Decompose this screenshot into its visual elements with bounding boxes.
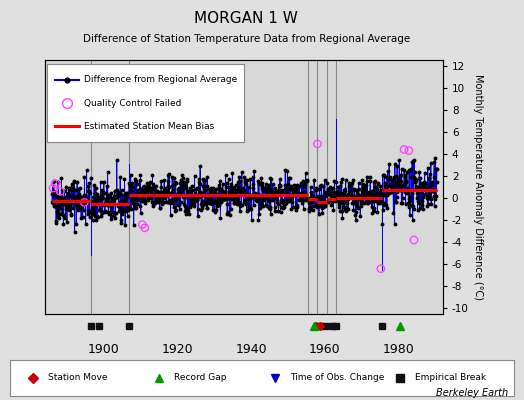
Text: 1920: 1920 <box>161 343 193 356</box>
Point <box>138 221 146 228</box>
Text: Berkeley Earth: Berkeley Earth <box>436 388 508 398</box>
Text: 1960: 1960 <box>309 343 341 356</box>
Point <box>400 146 408 153</box>
Point <box>410 237 418 243</box>
Text: Empirical Break: Empirical Break <box>416 374 487 382</box>
Text: Time of Obs. Change: Time of Obs. Change <box>290 374 384 382</box>
Text: Station Move: Station Move <box>48 374 108 382</box>
Point <box>377 266 385 272</box>
Point <box>51 180 60 187</box>
Text: 1940: 1940 <box>235 343 267 356</box>
Point <box>80 199 89 206</box>
Point <box>140 225 149 231</box>
Text: Quality Control Failed: Quality Control Failed <box>84 98 182 108</box>
Text: 1900: 1900 <box>88 343 119 356</box>
Text: Difference of Station Temperature Data from Regional Average: Difference of Station Temperature Data f… <box>83 34 410 44</box>
Text: Record Gap: Record Gap <box>174 374 226 382</box>
Text: MORGAN 1 W: MORGAN 1 W <box>194 11 298 26</box>
Text: Difference from Regional Average: Difference from Regional Average <box>84 75 238 84</box>
Y-axis label: Monthly Temperature Anomaly Difference (°C): Monthly Temperature Anomaly Difference (… <box>473 74 483 300</box>
Point <box>56 188 64 195</box>
Point <box>405 147 413 154</box>
Text: Estimated Station Mean Bias: Estimated Station Mean Bias <box>84 122 215 131</box>
Point <box>49 185 57 191</box>
Point <box>313 141 322 147</box>
Text: 1980: 1980 <box>383 343 414 356</box>
